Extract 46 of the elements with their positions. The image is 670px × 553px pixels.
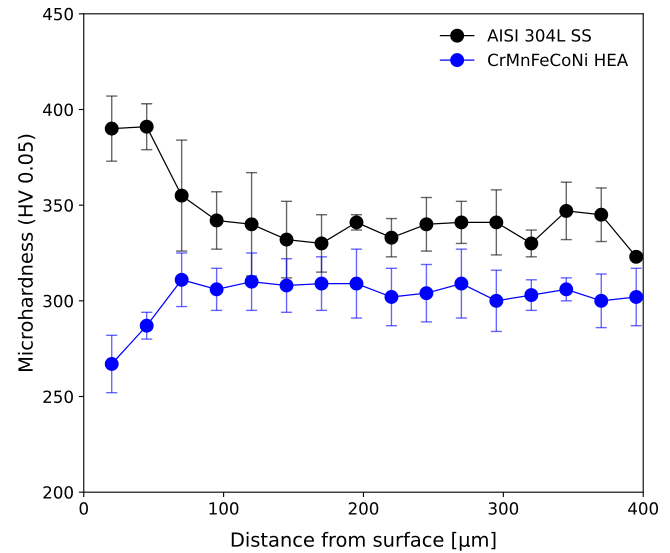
point — [314, 236, 328, 250]
point — [489, 215, 504, 230]
y-tick-label: 200 — [43, 486, 73, 499]
point — [140, 318, 154, 333]
legend-label: AISI 304L SS — [487, 29, 591, 42]
y-tick-label: 300 — [43, 294, 73, 308]
point — [140, 120, 154, 134]
point — [489, 294, 504, 308]
x-tick-label: 100 — [210, 502, 238, 515]
point — [104, 122, 119, 136]
point — [629, 290, 644, 304]
x-tick-label: 0 — [80, 502, 88, 515]
legend-label: CrMnFeCoNi HEA — [488, 53, 628, 66]
point — [524, 236, 538, 250]
y-tick-label: 250 — [43, 390, 73, 404]
point — [244, 274, 259, 289]
point — [384, 290, 398, 304]
x-axis-title: Distance from surface [µm] — [232, 532, 496, 551]
point — [174, 188, 189, 203]
point — [594, 208, 608, 222]
point — [454, 215, 468, 230]
point — [524, 288, 538, 302]
point — [419, 217, 434, 232]
point — [350, 276, 364, 291]
point — [629, 250, 644, 264]
point — [594, 294, 608, 308]
point — [419, 286, 434, 300]
y-tick-label: 350 — [43, 199, 73, 212]
point — [210, 282, 224, 296]
x-tick-label: 300 — [488, 502, 518, 515]
x-tick-label: 400 — [628, 502, 658, 515]
y-tick-label: 450 — [43, 8, 73, 20]
point — [559, 204, 574, 218]
point — [454, 276, 468, 291]
point — [559, 282, 574, 296]
point — [210, 214, 224, 228]
y-tick-label: 400 — [43, 103, 73, 116]
x-tick-label: 200 — [348, 502, 378, 515]
point — [314, 276, 328, 291]
point — [384, 230, 398, 245]
point — [104, 357, 119, 371]
point — [174, 272, 189, 287]
point — [244, 217, 259, 232]
y-axis-title: Microhardness (HV 0.05) — [18, 134, 36, 372]
point — [280, 232, 294, 247]
point — [280, 278, 294, 292]
